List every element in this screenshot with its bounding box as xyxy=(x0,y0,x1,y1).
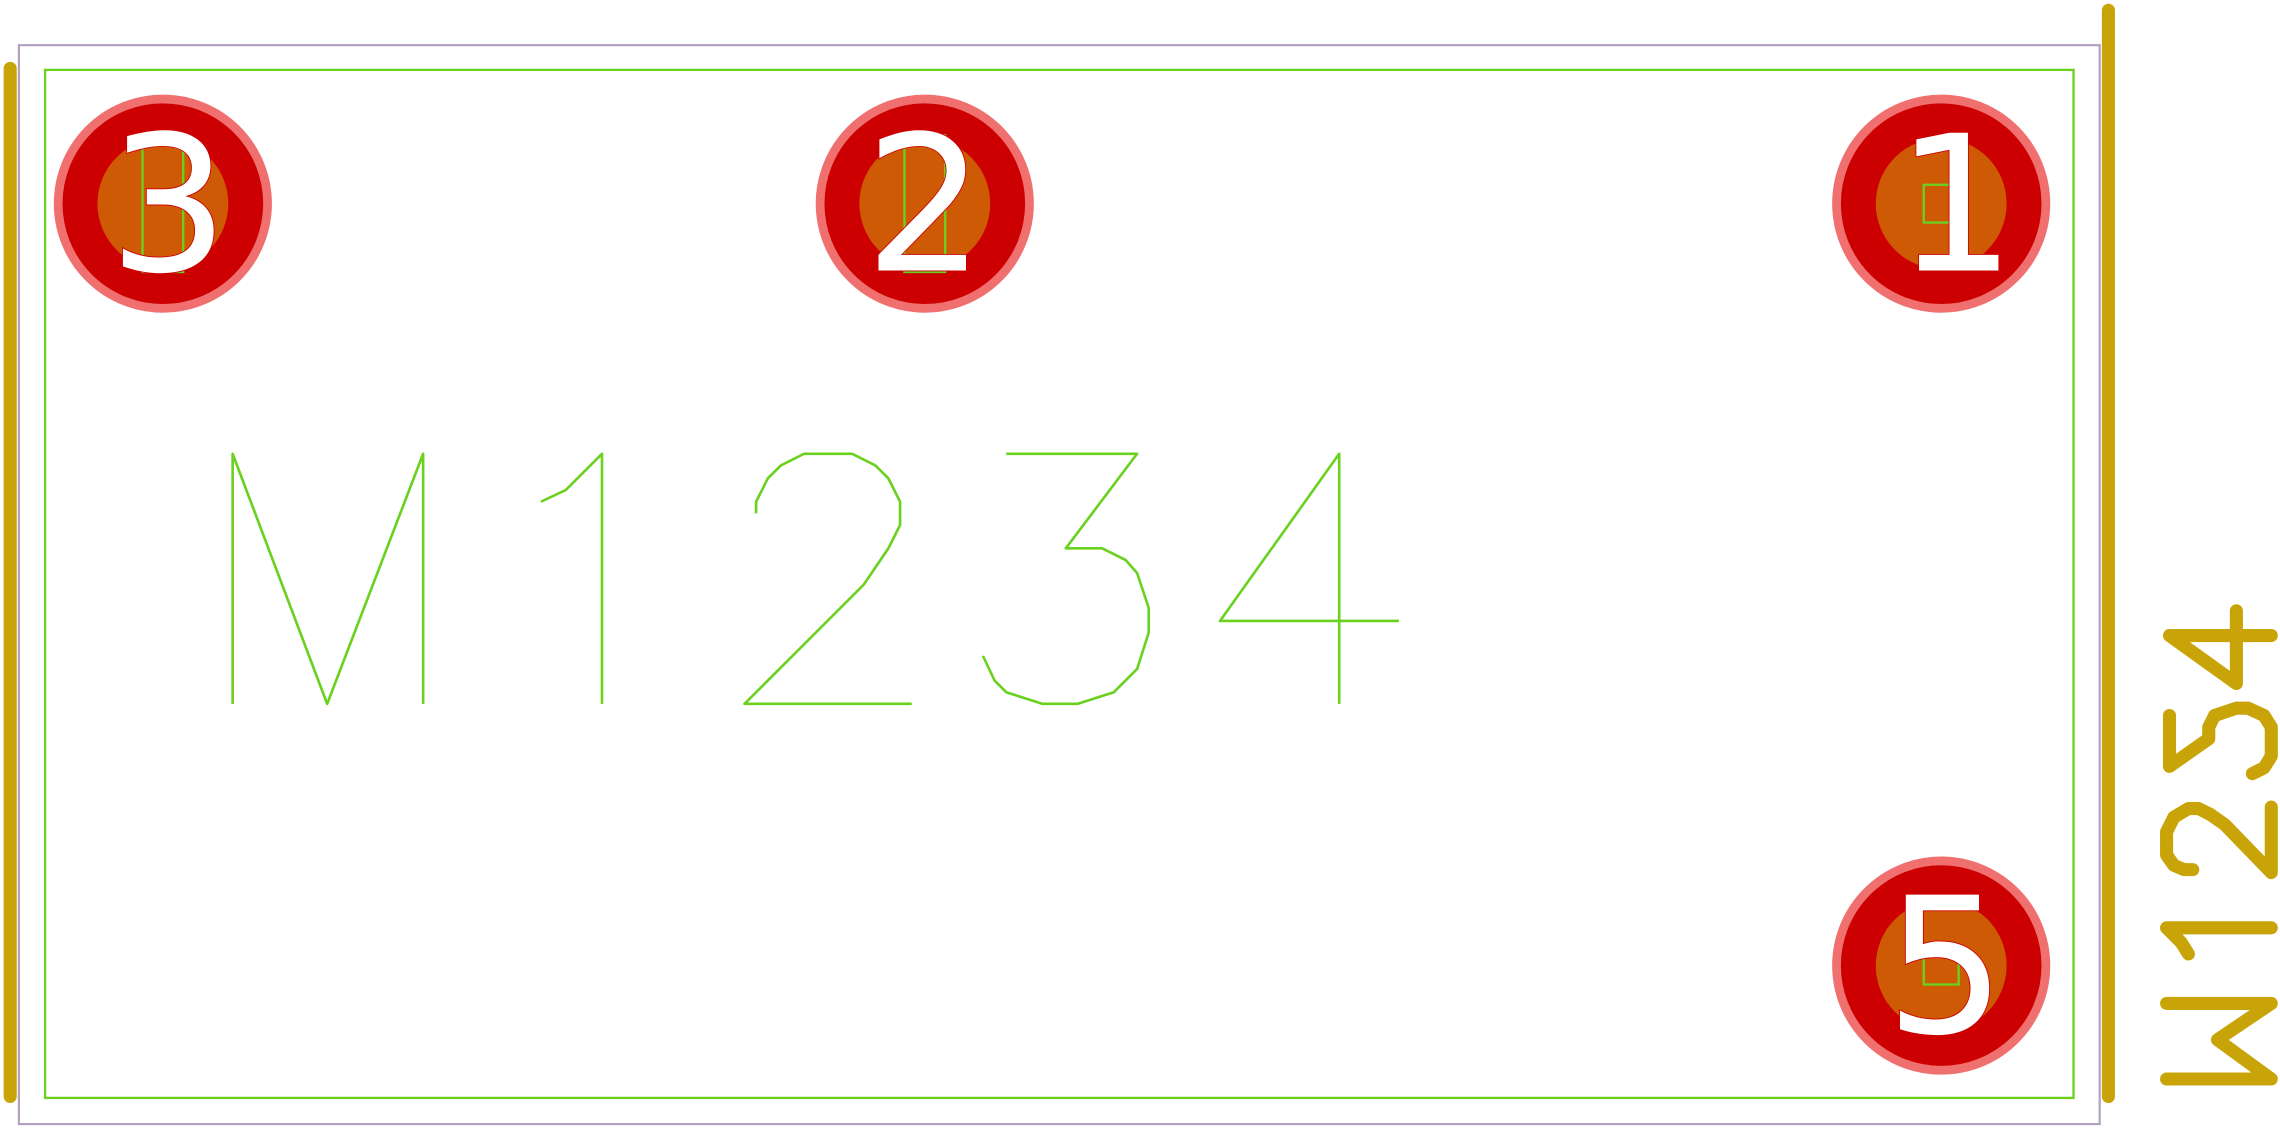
fab-glyph-4 xyxy=(1218,452,1399,704)
fab-glyph-2 xyxy=(743,452,912,706)
pin-marker-3 xyxy=(141,134,185,274)
drill-hole xyxy=(1875,138,2007,270)
pin-marker-5 xyxy=(1922,945,1960,986)
silk-glyph-2 xyxy=(2160,800,2278,880)
fab-reference-text xyxy=(231,452,1399,706)
pin-marker-1 xyxy=(1922,183,1960,224)
drill-hole xyxy=(97,138,229,270)
drill-hole xyxy=(859,138,991,270)
silk-glyph-m xyxy=(2160,996,2278,1086)
pad-1[interactable] xyxy=(1832,94,2051,313)
silk-glyph-3 xyxy=(2162,701,2278,781)
pad-2[interactable] xyxy=(815,94,1034,313)
fab-glyph-m xyxy=(231,452,425,706)
pad-number-2: 2 xyxy=(865,96,985,316)
pad-number-1: 1 xyxy=(1896,96,2016,316)
silk-glyph-1 xyxy=(2160,921,2278,961)
pin-marker-2 xyxy=(903,134,947,274)
silk-reference-text xyxy=(2160,604,2278,1086)
drill-hole xyxy=(1875,900,2007,1032)
fab-outline xyxy=(43,68,2075,1100)
silk-glyph-4 xyxy=(2162,604,2278,691)
fab-glyph-3 xyxy=(981,452,1151,706)
courtyard-outline xyxy=(17,44,2101,1126)
pad-number-3: 3 xyxy=(109,96,229,316)
pad-3[interactable] xyxy=(53,94,272,313)
fab-pin-markers xyxy=(141,134,1960,986)
fab-glyph-1 xyxy=(540,452,604,704)
pad-numbers: 3 2 1 5 xyxy=(108,95,2017,1079)
pad-5[interactable] xyxy=(1832,856,2051,1075)
pad-number-5: 5 xyxy=(1885,857,2005,1077)
